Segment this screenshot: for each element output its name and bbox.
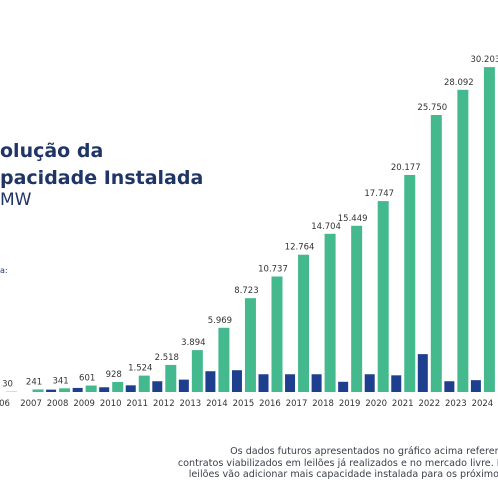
total-bar-2022 xyxy=(430,114,442,392)
x-tick-2016: 2016 xyxy=(259,399,281,409)
value-label-2020: 17.747 xyxy=(364,189,394,199)
annual-bar-2019 xyxy=(338,381,349,392)
x-tick-2020: 2020 xyxy=(365,399,387,409)
x-tick-2012: 2012 xyxy=(153,399,175,409)
total-bar-2007 xyxy=(32,389,44,392)
annual-bar-2023 xyxy=(444,381,455,392)
total-bar-2014 xyxy=(218,327,230,392)
value-label-2015: 8.723 xyxy=(234,286,258,296)
annual-bar-2016 xyxy=(258,374,269,392)
annual-bar-2017 xyxy=(285,374,296,392)
x-tick-2010: 2010 xyxy=(100,399,122,409)
total-bar-2009 xyxy=(85,385,97,392)
total-bar-2020 xyxy=(377,201,389,392)
annual-bar-2020 xyxy=(364,374,375,392)
value-label-2016: 10.737 xyxy=(258,264,288,274)
total-bar-2012 xyxy=(165,364,177,392)
annual-bar-2010 xyxy=(99,387,110,392)
value-label-2017: 12.764 xyxy=(285,243,315,253)
annual-bar-2011 xyxy=(125,385,136,392)
annual-bar-2009 xyxy=(72,387,83,392)
value-label-2007: 241 xyxy=(26,377,42,387)
x-tick-2022: 2022 xyxy=(418,399,440,409)
total-bar-2018 xyxy=(324,233,336,392)
x-tick-2021: 2021 xyxy=(392,399,414,409)
legend-fragment: a: xyxy=(0,266,8,275)
chart-title-line-2: pacidade Instalada xyxy=(0,167,204,189)
value-label-06: 30 xyxy=(2,380,13,390)
annual-bar-2012 xyxy=(152,381,163,392)
annual-bar-2013 xyxy=(178,379,189,392)
value-label-2024: 30.203 xyxy=(471,55,498,65)
annual-bar-2021 xyxy=(391,375,402,392)
total-bar-2016 xyxy=(271,276,283,392)
x-tick-2014: 2014 xyxy=(206,399,228,409)
x-tick-2017: 2017 xyxy=(286,399,308,409)
total-bar-2015 xyxy=(244,298,256,392)
total-bar-2019 xyxy=(351,225,363,392)
annual-bar-2018 xyxy=(311,374,322,392)
annual-bar-2015 xyxy=(231,370,242,392)
annual-bar-2008 xyxy=(46,389,57,392)
x-tick-2009: 2009 xyxy=(73,399,95,409)
annual-bar-2024 xyxy=(470,380,481,392)
total-bar-2013 xyxy=(191,350,203,392)
x-tick-2019: 2019 xyxy=(339,399,361,409)
chart-title-line-1: olução da xyxy=(0,140,104,162)
footnote: Os dados futuros apresentados no gráfico… xyxy=(84,446,498,481)
value-label-2012: 2.518 xyxy=(155,353,179,363)
value-label-2008: 341 xyxy=(52,376,68,386)
annual-bar-2022 xyxy=(417,354,428,392)
value-label-2019: 15.449 xyxy=(338,214,368,224)
total-bar-2008 xyxy=(59,388,71,392)
value-label-2018: 14.704 xyxy=(311,222,341,232)
footnote-line-3: leilões vão adicionar mais capacidade in… xyxy=(188,469,498,481)
x-tick-2008: 2008 xyxy=(47,399,69,409)
x-tick-2018: 2018 xyxy=(312,399,334,409)
total-bar-2011 xyxy=(138,375,150,392)
chart-title: olução da pacidade Instalada xyxy=(0,138,203,192)
annual-bar-2014 xyxy=(205,371,216,392)
total-bar-2010 xyxy=(112,382,124,392)
value-label-2013: 3.894 xyxy=(181,338,205,348)
footnote-line-1: Os dados futuros apresentados no gráfico… xyxy=(230,446,498,457)
x-tick-2013: 2013 xyxy=(180,399,202,409)
x-tick-2011: 2011 xyxy=(126,399,148,409)
value-label-2014: 5.969 xyxy=(208,316,232,326)
total-bar-2023 xyxy=(457,89,469,392)
value-label-2011: 1.524 xyxy=(128,364,152,374)
x-tick-06: 06 xyxy=(0,399,10,409)
chart-unit: MW xyxy=(0,190,32,210)
x-tick-2015: 2015 xyxy=(233,399,255,409)
value-label-2009: 601 xyxy=(79,374,95,384)
x-tick-2024: 2024 xyxy=(472,399,494,409)
value-label-2010: 928 xyxy=(106,370,122,380)
total-bar-2024 xyxy=(483,67,495,393)
bar-chart: 30 06 241 2007 341 2008 601 2009 928 2010 1.524 201… xyxy=(0,55,498,409)
value-label-2021: 20.177 xyxy=(391,163,421,173)
value-label-2022: 25.750 xyxy=(417,103,447,113)
value-label-2023: 28.092 xyxy=(444,78,474,88)
x-tick-2023: 2023 xyxy=(445,399,467,409)
footnote-line-2: contratos viabilizados em leilões já rea… xyxy=(177,457,498,469)
total-bar-2017 xyxy=(298,254,310,392)
x-tick-2007: 2007 xyxy=(20,399,42,409)
total-bar-2021 xyxy=(404,174,416,392)
